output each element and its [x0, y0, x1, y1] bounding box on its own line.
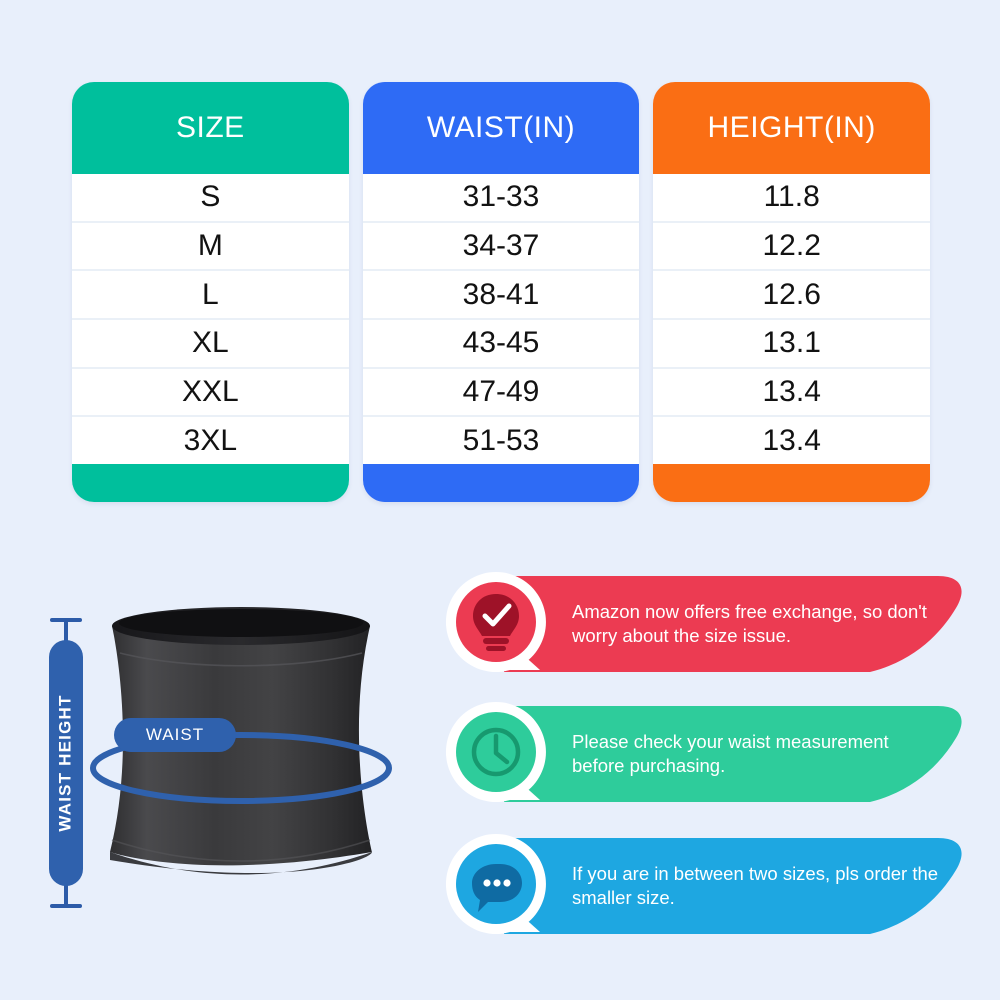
table-cell: XXL — [72, 368, 349, 418]
table-cell: 12.2 — [653, 222, 931, 272]
banner-background — [440, 562, 980, 686]
banner-text: Please check your waist measurement befo… — [572, 730, 889, 776]
waist-height-pill: WAIST HEIGHT — [49, 640, 83, 886]
banner-background — [440, 692, 980, 816]
table-cell: L — [72, 271, 349, 321]
table-cell: 3XL — [72, 417, 349, 465]
table-cell: 13.1 — [653, 320, 931, 369]
waist-height-label: WAIST HEIGHT — [56, 694, 75, 832]
column-footer-waist — [362, 464, 640, 502]
waist-label: WAIST — [145, 725, 205, 744]
gauge-cap-bottom-icon — [50, 904, 82, 908]
table-cell: 13.4 — [653, 368, 931, 418]
gauge-cap-top-icon — [50, 618, 82, 622]
table-cell: 34-37 — [362, 222, 640, 272]
clock-icon — [444, 700, 548, 804]
info-banner-list: Amazon now offers free exchange, so don'… — [440, 556, 980, 966]
column-body-size: S M L XL XXL 3XL — [72, 174, 349, 465]
lightbulb-check-icon — [444, 570, 548, 674]
table-cell: 38-41 — [362, 271, 640, 321]
waist-measure-pill: WAIST — [114, 718, 236, 752]
banner-text: Amazon now offers free exchange, so don'… — [572, 600, 927, 646]
column-body-waist: 31-33 34-37 38-41 43-45 47-49 51-53 — [362, 174, 640, 465]
column-footer-height — [653, 464, 931, 502]
banner-background — [440, 824, 980, 948]
info-banner: Please check your waist measurement befo… — [440, 692, 980, 816]
size-column-height: HEIGHT(IN) 11.8 12.2 12.6 13.1 13.4 13.4 — [653, 82, 931, 502]
size-chart-table: SIZE S M L XL XXL 3XL WAIST(IN) 31-33 34… — [72, 82, 931, 502]
table-cell: 13.4 — [653, 417, 931, 465]
table-cell: XL — [72, 320, 349, 369]
column-header-waist: WAIST(IN) — [362, 82, 640, 174]
info-banner: Amazon now offers free exchange, so don'… — [440, 562, 980, 686]
table-cell: 51-53 — [362, 417, 640, 465]
table-cell: S — [72, 174, 349, 223]
table-cell: 12.6 — [653, 271, 931, 321]
table-cell: 47-49 — [362, 368, 640, 418]
info-banner: If you are in between two sizes, pls ord… — [440, 824, 980, 948]
banner-text: If you are in between two sizes, pls ord… — [572, 862, 939, 908]
table-cell: 11.8 — [653, 174, 931, 223]
table-cell: 43-45 — [362, 320, 640, 369]
belt-graphic-icon — [90, 607, 392, 875]
size-column-waist: WAIST(IN) 31-33 34-37 38-41 43-45 47-49 … — [362, 82, 640, 502]
size-column-size: SIZE S M L XL XXL 3XL — [72, 82, 349, 502]
product-illustration: WAIST HEIGHT — [18, 560, 428, 970]
column-footer-size — [72, 464, 349, 502]
waist-height-gauge: WAIST HEIGHT — [46, 618, 86, 908]
table-cell: 31-33 — [362, 174, 640, 223]
chat-bubble-icon — [444, 832, 548, 936]
column-body-height: 11.8 12.2 12.6 13.1 13.4 13.4 — [653, 174, 931, 465]
waist-trainer-belt — [76, 590, 406, 920]
column-header-size: SIZE — [72, 82, 349, 174]
table-cell: M — [72, 222, 349, 272]
column-header-height: HEIGHT(IN) — [653, 82, 931, 174]
